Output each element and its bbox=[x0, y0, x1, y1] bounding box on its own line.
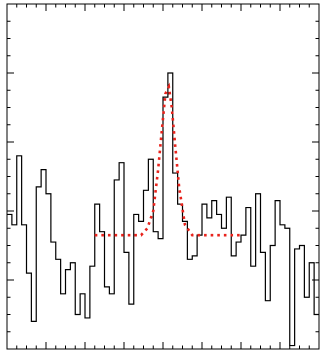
histogram-series bbox=[7, 72, 319, 347]
series-layer bbox=[7, 72, 319, 347]
fit-curve-series bbox=[94, 82, 241, 237]
